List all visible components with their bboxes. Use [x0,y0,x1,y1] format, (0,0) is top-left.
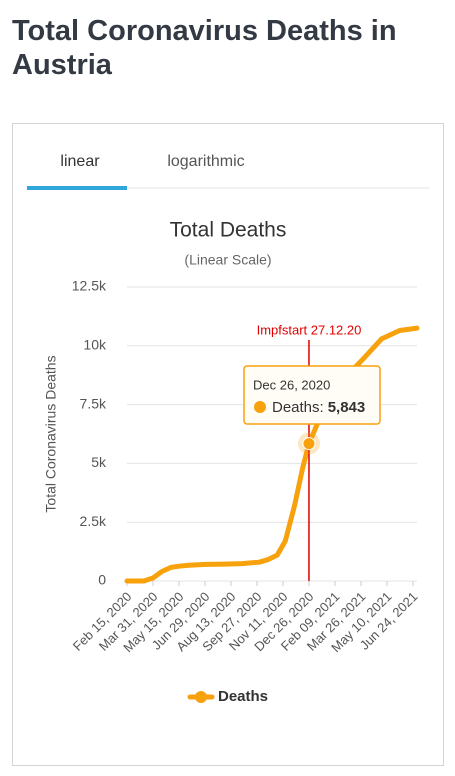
chart-title: Total Deaths [170,219,287,242]
tab-underline [27,186,127,190]
tooltip-value: 5,843 [328,399,366,416]
card [12,123,444,766]
tooltip-date: Dec 26, 2020 [253,377,330,392]
tab[interactable]: linear [60,153,100,170]
y-tick-label: 10k [83,337,107,353]
tooltip-marker [254,401,266,413]
y-tick-label: 7.5k [80,395,107,411]
y-axis-label: Total Coronavirus Deaths [43,355,59,512]
y-tick-label: 2.5k [80,513,107,529]
legend-dot [195,691,207,703]
tooltip-label: Deaths: [272,399,324,416]
tab[interactable]: logarithmic [167,153,244,170]
annotation-text: Impfstart 27.12.20 [257,322,362,337]
y-tick-label: 0 [98,572,106,588]
legend-label: Deaths [218,688,268,705]
tooltip-box [243,365,381,425]
y-tick-label: 5k [91,454,107,470]
chart-subtitle: (Linear Scale) [184,252,271,268]
tooltip-text: Deaths: 5,843 [272,399,365,416]
y-tick-label: 12.5k [72,278,107,294]
page-title: Total Coronavirus Deaths in Austria [12,15,397,81]
hover-point [302,437,316,451]
